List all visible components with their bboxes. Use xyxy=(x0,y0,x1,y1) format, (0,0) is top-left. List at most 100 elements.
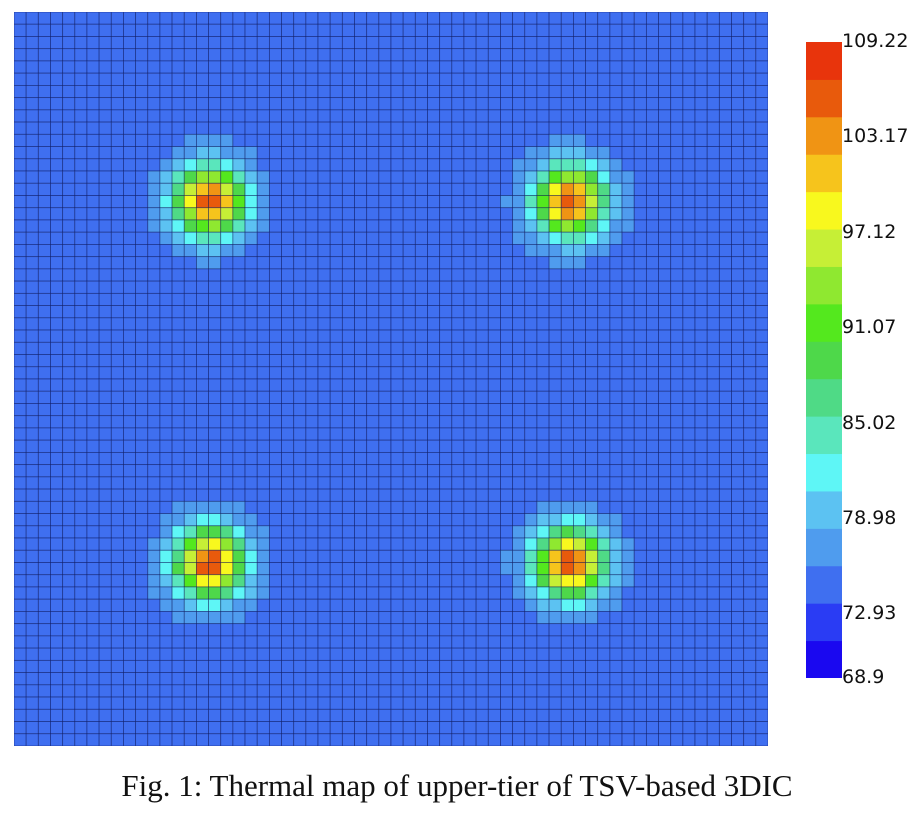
heatmap-cell xyxy=(305,562,319,576)
heatmap-cell xyxy=(597,403,611,417)
heatmap-cell xyxy=(305,97,319,111)
heatmap-cell xyxy=(731,195,745,209)
heatmap-cell xyxy=(487,537,501,551)
heatmap-cell xyxy=(341,390,355,404)
heatmap-cell xyxy=(585,36,599,50)
heatmap-cell xyxy=(196,427,209,441)
heatmap-cell xyxy=(658,390,672,404)
heatmap-cell xyxy=(706,133,720,147)
heatmap-cell xyxy=(390,36,404,50)
heatmap-cell xyxy=(694,562,708,576)
heatmap-cell xyxy=(268,537,282,551)
heatmap-cell xyxy=(548,170,562,184)
heatmap-cell xyxy=(196,133,209,147)
heatmap-cell xyxy=(220,439,234,453)
heatmap-cell xyxy=(609,598,623,612)
heatmap-cell xyxy=(50,586,64,600)
heatmap-cell xyxy=(743,231,757,245)
heatmap-cell xyxy=(341,268,355,282)
heatmap-cell xyxy=(110,427,124,441)
heatmap-cell xyxy=(755,708,768,722)
heatmap-cell xyxy=(743,635,757,649)
heatmap-cell xyxy=(621,403,635,417)
heatmap-cell xyxy=(402,439,416,453)
heatmap-cell xyxy=(439,244,453,258)
heatmap-cell xyxy=(86,280,100,294)
heatmap-cell xyxy=(305,72,319,86)
heatmap-cell xyxy=(524,586,538,600)
heatmap-cell xyxy=(439,366,453,380)
heatmap-cell xyxy=(743,500,757,514)
heatmap-cell xyxy=(293,72,307,86)
heatmap-cell xyxy=(645,513,659,527)
heatmap-cell xyxy=(183,611,197,625)
heatmap-cell xyxy=(427,378,441,392)
heatmap-cell xyxy=(536,219,550,233)
heatmap-cell xyxy=(414,292,428,306)
heatmap-cell xyxy=(560,427,574,441)
heatmap-cell xyxy=(62,146,76,160)
heatmap-cell xyxy=(378,415,392,429)
heatmap-cell xyxy=(110,231,124,245)
heatmap-cell xyxy=(208,244,222,258)
heatmap-cell xyxy=(609,537,623,551)
heatmap-cell xyxy=(645,721,659,735)
heatmap-cell xyxy=(658,231,672,245)
heatmap-cell xyxy=(755,231,768,245)
heatmap-cell xyxy=(621,733,635,746)
heatmap-cell xyxy=(500,623,514,637)
heatmap-cell xyxy=(378,672,392,686)
heatmap-cell xyxy=(427,451,441,466)
heatmap-cell xyxy=(159,733,173,746)
heatmap-cell xyxy=(366,195,380,209)
heatmap-cell xyxy=(463,36,477,50)
heatmap-cell xyxy=(524,451,538,466)
heatmap-cell xyxy=(743,280,757,294)
heatmap-cell xyxy=(536,72,550,86)
heatmap-cell xyxy=(682,659,696,673)
heatmap-cell xyxy=(25,36,39,50)
heatmap-cell xyxy=(536,574,550,588)
heatmap-cell xyxy=(548,341,562,355)
heatmap-cell xyxy=(475,146,489,160)
heatmap-cell xyxy=(220,635,234,649)
heatmap-cell xyxy=(451,23,465,37)
heatmap-cell xyxy=(74,488,88,502)
heatmap-cell xyxy=(378,244,392,258)
heatmap-cell xyxy=(147,378,161,392)
heatmap-cell xyxy=(731,562,745,576)
heatmap-cell xyxy=(14,329,27,343)
heatmap-cell xyxy=(682,23,696,37)
heatmap-cell xyxy=(366,451,380,466)
heatmap-cell xyxy=(694,85,708,99)
heatmap-cell xyxy=(585,256,599,270)
heatmap-cell xyxy=(573,611,586,625)
heatmap-cell xyxy=(682,182,696,196)
heatmap-cell xyxy=(86,623,100,637)
heatmap-cell xyxy=(208,317,222,331)
heatmap-cell xyxy=(317,231,331,245)
heatmap-cell xyxy=(597,378,611,392)
heatmap-cell xyxy=(147,182,161,196)
heatmap-cell xyxy=(74,562,88,576)
heatmap-cell xyxy=(366,708,380,722)
heatmap-cell xyxy=(220,256,234,270)
heatmap-cell xyxy=(487,109,501,123)
heatmap-cell xyxy=(171,708,185,722)
heatmap-cell xyxy=(755,317,768,331)
heatmap-cell xyxy=(585,219,599,233)
heatmap-cell xyxy=(14,219,27,233)
heatmap-cell xyxy=(524,403,538,417)
colorbar-tick-label: 78.98 xyxy=(842,507,897,529)
heatmap-cell xyxy=(25,390,39,404)
heatmap-cell xyxy=(378,23,392,37)
heatmap-cell xyxy=(548,329,562,343)
heatmap-cell xyxy=(670,611,684,625)
heatmap-cell xyxy=(390,586,404,600)
heatmap-cell xyxy=(706,562,720,576)
heatmap-cell xyxy=(256,354,270,368)
heatmap-cell xyxy=(354,427,368,441)
heatmap-cell xyxy=(682,549,696,563)
heatmap-cell xyxy=(512,231,526,245)
heatmap-cell xyxy=(548,195,562,209)
